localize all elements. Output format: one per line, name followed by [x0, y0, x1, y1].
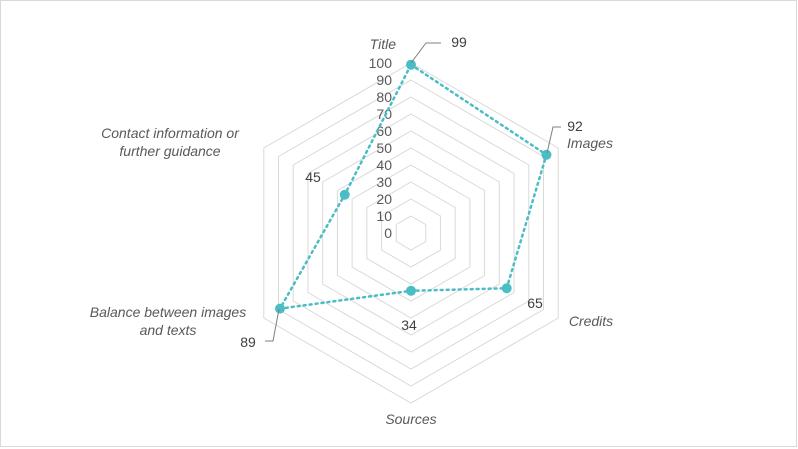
- grid-ring-50: [336, 147, 486, 319]
- leader-line: [546, 126, 561, 154]
- tick-label: 80: [376, 89, 392, 105]
- data-label-2: 92: [567, 118, 583, 134]
- data-label-1: 99: [451, 34, 467, 50]
- leader-line: [265, 308, 280, 342]
- data-point-5: [274, 303, 285, 314]
- data-label-5: 89: [240, 334, 256, 350]
- data-point-6: [339, 189, 350, 200]
- tick-label: 50: [376, 140, 392, 156]
- leader-line: [410, 42, 441, 64]
- grid-ring-20: [381, 198, 441, 268]
- grid-ring-60: [322, 130, 500, 336]
- grid-ring-80: [292, 96, 530, 370]
- radar-grid: [263, 62, 559, 404]
- data-label-4: 34: [401, 317, 417, 333]
- category-label-5: Balance between images and texts: [90, 304, 246, 338]
- series-layer: [274, 59, 552, 314]
- grid-ring-10: [395, 215, 427, 251]
- category-label-2: Images: [567, 135, 613, 151]
- grid-ring-100: [263, 62, 559, 404]
- category-label-6: Contact information or further guidance: [101, 125, 240, 159]
- tick-label: 10: [376, 208, 392, 224]
- category-labels: Title Images Credits Sources Balance between…: [90, 36, 613, 427]
- data-point-4: [406, 285, 416, 296]
- tick-label: 100: [369, 55, 393, 71]
- grid-ring-70: [307, 113, 515, 353]
- tick-label: 90: [376, 72, 392, 88]
- data-point-1: [406, 59, 416, 70]
- data-label-3: 65: [527, 295, 543, 311]
- tick-label: 30: [376, 174, 392, 190]
- tick-label: 0: [384, 225, 392, 241]
- data-point-2: [541, 149, 552, 160]
- data-label-6: 45: [305, 169, 321, 185]
- category-label-3: Credits: [569, 313, 613, 329]
- category-label-1: Title: [370, 36, 397, 52]
- tick-label: 40: [376, 157, 392, 173]
- data-point-3: [501, 283, 512, 294]
- grid-ring-40: [351, 164, 471, 302]
- series-line: [277, 62, 548, 311]
- category-label-4: Sources: [385, 411, 436, 427]
- grid-ring-30: [366, 181, 456, 285]
- data-labels: 99 92 65 34 89 45: [240, 34, 583, 350]
- tick-label: 20: [376, 191, 392, 207]
